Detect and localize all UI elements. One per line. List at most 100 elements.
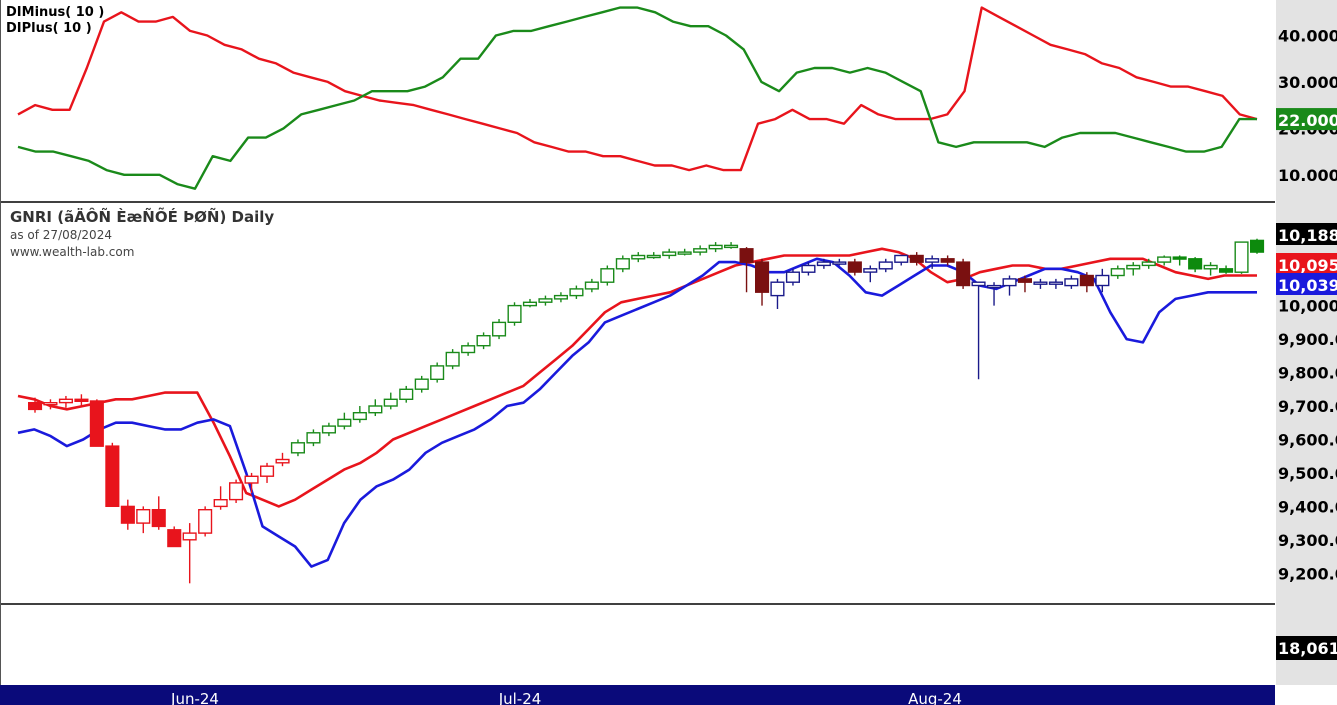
candle-body — [228, 482, 244, 501]
candle-body — [832, 261, 847, 265]
di-indicator-pane — [17, 6, 1258, 190]
candle-body — [399, 388, 414, 400]
candle-body — [1141, 261, 1156, 267]
price-value-tag — [1276, 253, 1337, 275]
right-axis: 40.000030.000020.000010.000022.000010,00… — [1276, 27, 1337, 660]
candle-body — [1017, 278, 1032, 283]
di-line-1 — [17, 6, 1257, 190]
price-pane — [17, 238, 1265, 584]
candle-body — [492, 321, 507, 337]
candle-body — [615, 258, 630, 270]
price-value-tag-text: 10,188 — [1278, 226, 1337, 245]
di-axis-tick: 10.0000 — [1278, 166, 1337, 185]
di-axis-tick: 30.0000 — [1278, 73, 1337, 92]
candle-body — [260, 465, 275, 477]
candle-body — [925, 258, 940, 263]
candle-body — [275, 458, 290, 464]
candle-body — [801, 264, 816, 273]
price-value-tag — [1276, 223, 1337, 245]
di-axis-tick: 40.0000 — [1278, 27, 1337, 46]
candle-body — [894, 254, 909, 263]
candle-body — [337, 418, 352, 427]
candle-body — [600, 268, 615, 283]
candle-body — [878, 261, 893, 270]
candle-body — [352, 412, 367, 421]
candle-body — [1033, 281, 1048, 285]
candle-body — [553, 294, 568, 300]
price-value-tag-text: 10,039 — [1278, 276, 1337, 295]
candle-body — [724, 244, 739, 249]
candle-body — [74, 398, 89, 402]
candle-body — [785, 271, 800, 283]
candle-body — [445, 351, 460, 367]
website-label: www.wealth-lab.com — [10, 245, 135, 259]
symbol-title: GNRI (ãÄÔÑ ÈæÑÕÉ ÞØÑ) Daily — [10, 208, 275, 226]
candle-body — [414, 378, 429, 390]
price-axis-tick: 9,800.0 — [1278, 364, 1337, 383]
candle-body — [461, 345, 476, 354]
plot-background — [0, 0, 1275, 685]
candle-body — [182, 532, 197, 541]
candle-body — [1110, 268, 1125, 277]
candle-body — [1048, 281, 1063, 285]
candle-body — [909, 254, 924, 263]
candle-body — [213, 499, 228, 508]
price-axis-tick: 9,400.0 — [1278, 497, 1337, 516]
price-axis-tick: 9,500.0 — [1278, 464, 1337, 483]
di-plus-legend: DIPlus( 10 ) — [6, 21, 92, 36]
di-value-tag-text: 22.0000 — [1278, 111, 1337, 130]
candle-body — [244, 475, 259, 484]
di-line-0 — [17, 6, 1258, 172]
volume-value-tag-text: 18,061 — [1278, 639, 1337, 658]
candle-body — [198, 509, 213, 534]
candle-body — [105, 445, 120, 508]
candle-body — [476, 335, 491, 347]
candle-body — [816, 261, 831, 267]
candle-body — [569, 288, 584, 297]
candle-body — [677, 251, 692, 255]
time-axis-label: Jun-24 — [170, 690, 219, 705]
price-axis-tick: 9,700.0 — [1278, 397, 1337, 416]
candle-body — [1002, 278, 1017, 287]
candle-body — [522, 301, 537, 307]
as-of-date: as of 27/08/2024 — [10, 228, 112, 242]
price-axis-tick: 9,600.0 — [1278, 430, 1337, 449]
candle-body — [708, 244, 723, 250]
candle-body — [631, 254, 646, 260]
candle-body — [1234, 241, 1249, 273]
candle-body — [971, 281, 986, 287]
candle-body — [755, 261, 770, 293]
candle-body — [1188, 258, 1203, 270]
time-axis-label: Aug-24 — [908, 690, 962, 705]
candle-body — [956, 261, 971, 287]
candle-body — [151, 509, 166, 528]
price-axis-tick: 9,300.0 — [1278, 531, 1337, 550]
candle-body — [538, 298, 553, 303]
candle-body — [321, 425, 337, 434]
price-value-tag-text: 10,095 — [1278, 256, 1337, 275]
candle-body — [770, 281, 785, 297]
candle-body — [368, 405, 383, 414]
candle-body — [383, 398, 398, 407]
candle-body — [847, 261, 862, 273]
candle-body — [1126, 264, 1141, 270]
candle-body — [646, 254, 661, 259]
time-axis: Jun-24 Jul-24 Aug-24 — [170, 690, 962, 705]
candle-body — [430, 365, 445, 380]
price-axis-tick: 9,900.0 — [1278, 330, 1337, 349]
candle-body — [940, 258, 955, 263]
price-axis-tick: 10,000 — [1278, 297, 1337, 316]
candle-body — [1218, 268, 1234, 273]
candle-body — [306, 432, 321, 444]
candle-body — [1064, 278, 1079, 287]
volume-value-tag — [1276, 636, 1337, 660]
candle-body — [136, 509, 151, 524]
candle-body — [507, 304, 522, 324]
candle-body — [1203, 264, 1218, 270]
candle-body — [1249, 239, 1265, 253]
candle-body — [1157, 256, 1172, 263]
candle-body — [120, 505, 135, 524]
candle-body — [1079, 274, 1094, 287]
candle-body — [584, 281, 599, 290]
